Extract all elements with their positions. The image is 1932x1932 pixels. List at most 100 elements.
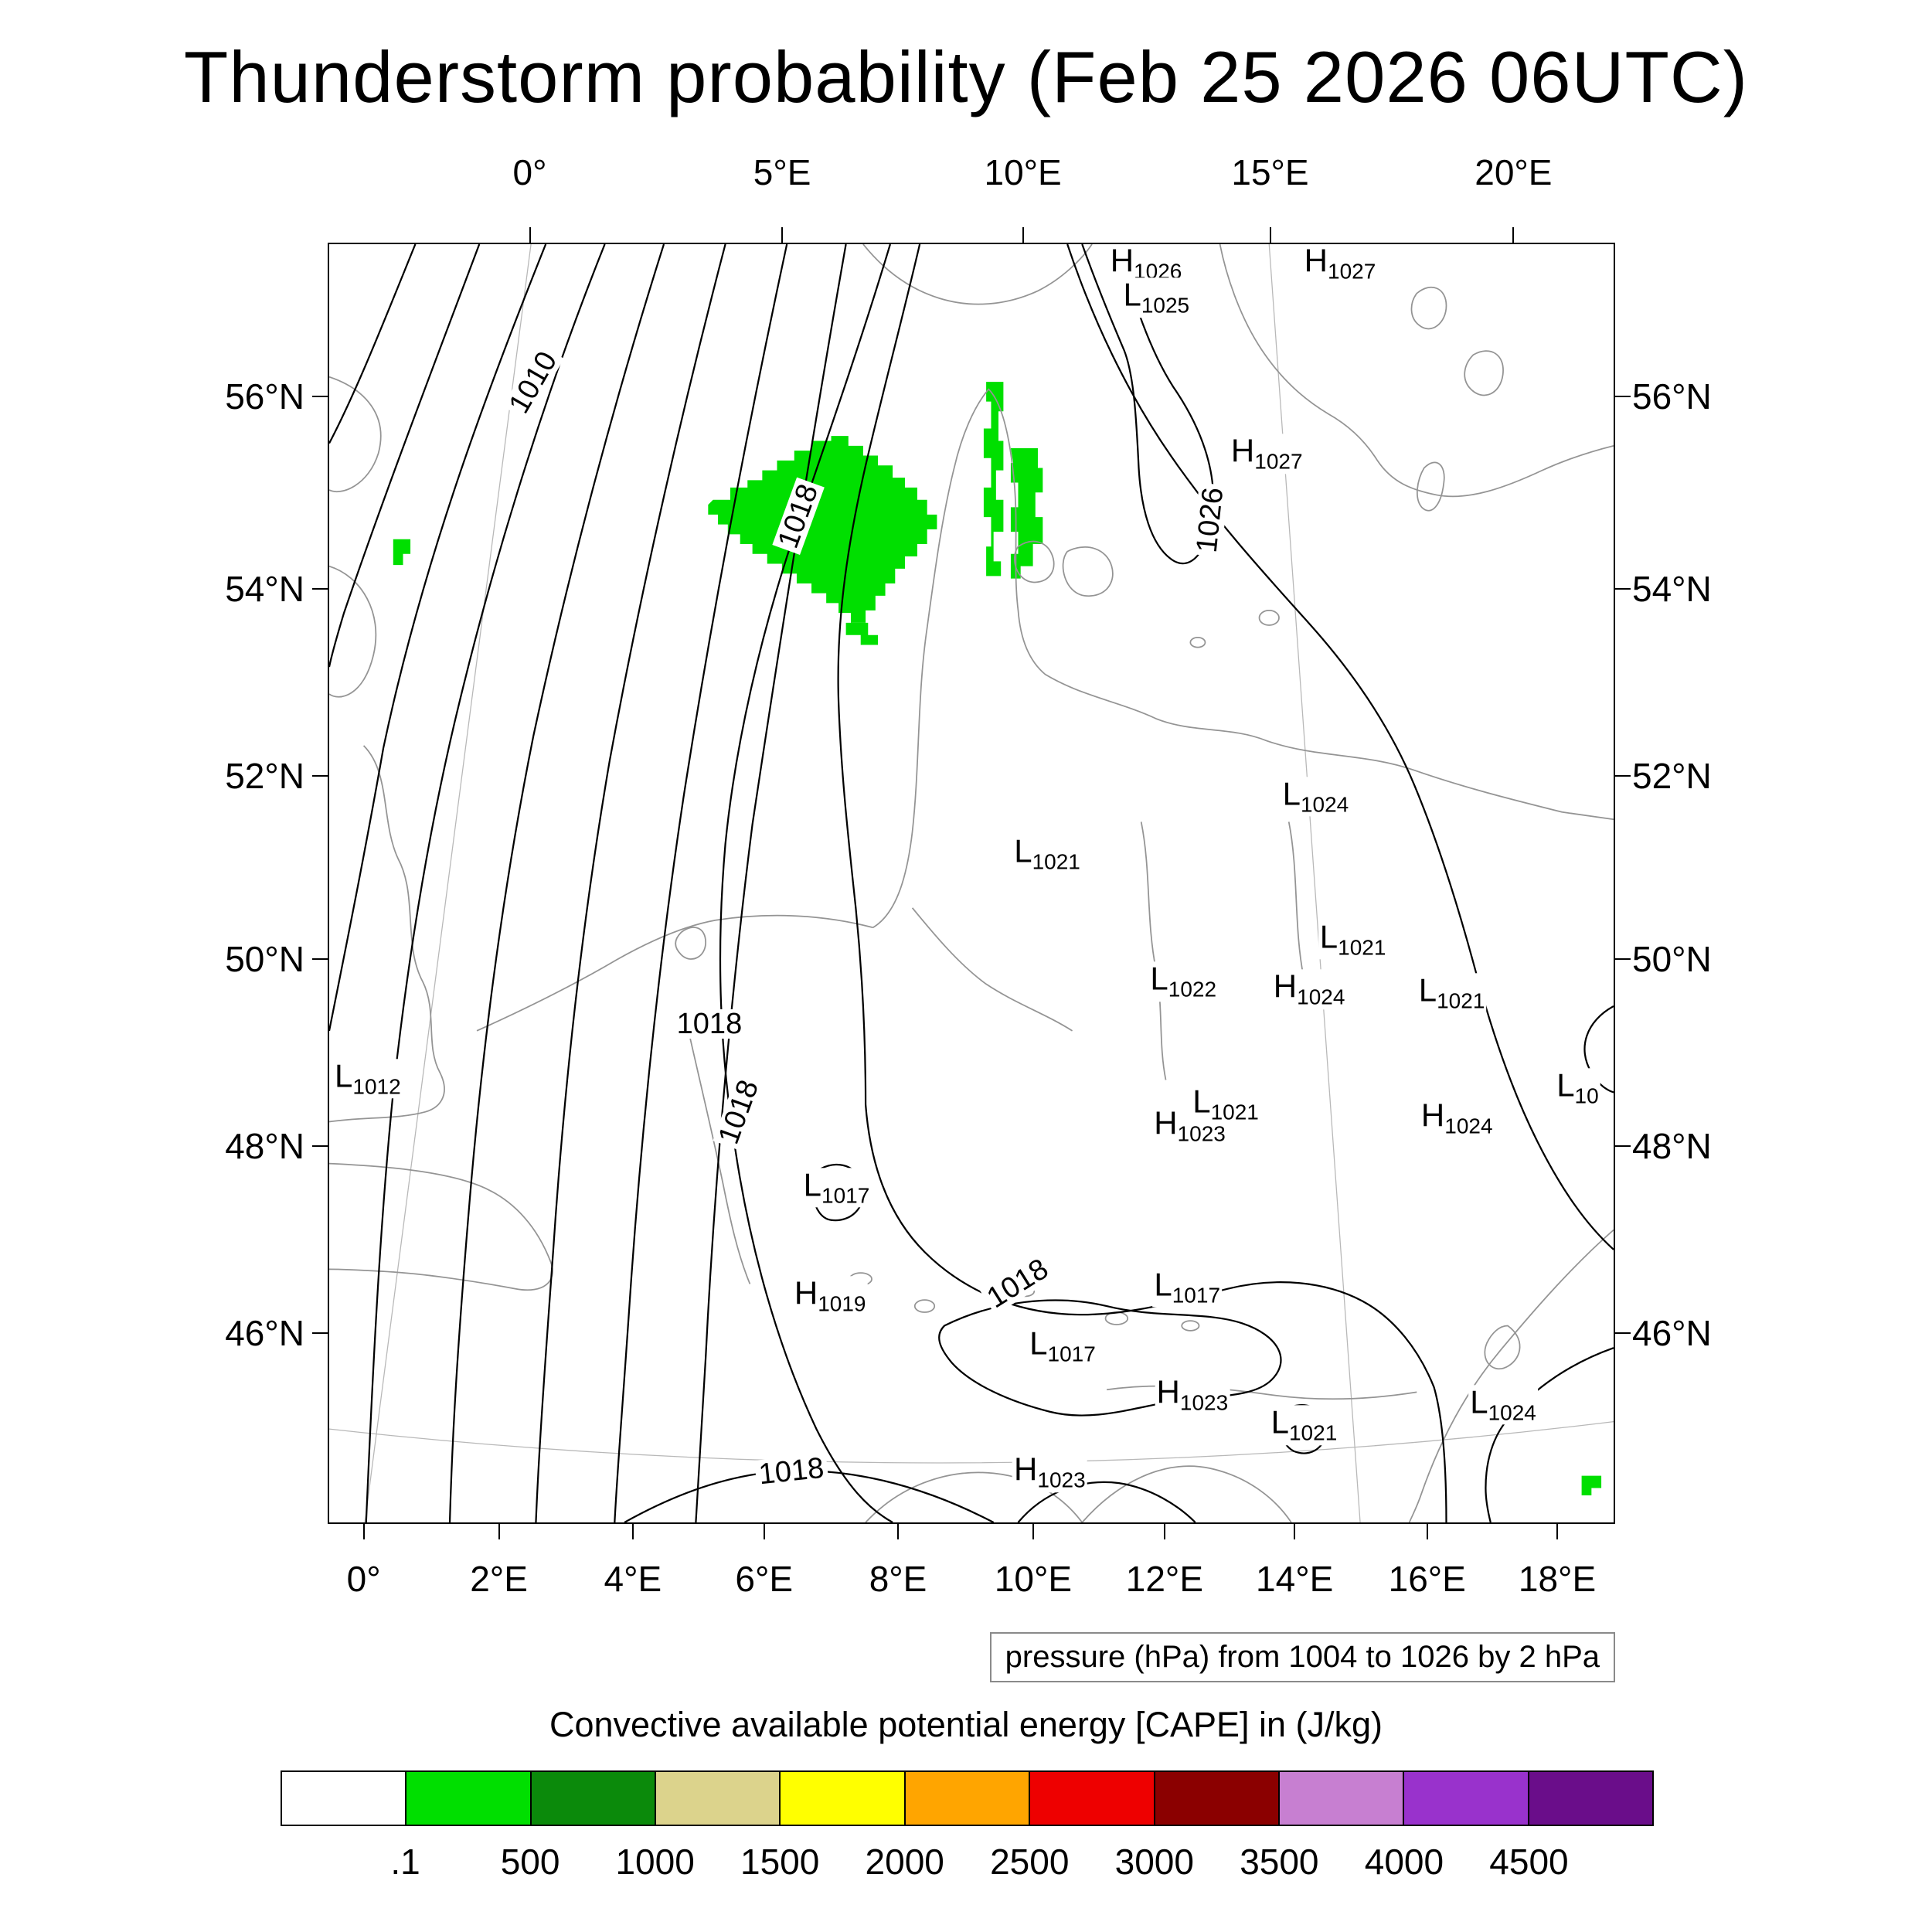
pressure-center-label: L1017: [801, 1165, 872, 1208]
pressure-center-label: L1024: [1281, 774, 1351, 817]
pressure-center-value: 1024: [1300, 792, 1349, 817]
colorbar-segment: [779, 1772, 904, 1825]
axis-label: 0°: [346, 1559, 381, 1599]
pressure-center-label: H1019: [792, 1274, 868, 1316]
axis-tick: [1022, 227, 1024, 243]
axis-tick: [498, 1524, 500, 1539]
pressure-center-value: 1017: [1047, 1342, 1096, 1366]
pressure-center-value: 1012: [352, 1074, 401, 1099]
pressure-center-value: 1023: [1037, 1468, 1086, 1493]
map-panel: H1026 L1025 H1027 H1027 L1024 L1021 L1021 L1022…: [328, 243, 1615, 1524]
pressure-center-label: L1025: [1121, 276, 1192, 318]
cape-colorbar-ticks: .1 500 1000 1500 2000 2500 3000 3500 4000 4500: [281, 1841, 1654, 1887]
colorbar-segment: [655, 1772, 780, 1825]
top-axis-ticks: [328, 227, 1615, 243]
axis-tick: [897, 1524, 900, 1539]
colorbar-tick-label: 500: [500, 1842, 560, 1882]
pressure-center-value: 1021: [1288, 1420, 1338, 1445]
pressure-center-label: L1017: [1028, 1325, 1097, 1366]
map-label-layer: H1026 L1025 H1027 H1027 L1024 L1021 L1021 L1022…: [329, 244, 1614, 1522]
colorbar-tick-label: 1000: [615, 1842, 695, 1882]
page-title: Thunderstorm probability (Feb 25 2026 06…: [183, 36, 1749, 117]
pressure-center-value: 1023: [1177, 1121, 1226, 1146]
left-axis-labels: 56°N 54°N 52°N 50°N 48°N 46°N: [181, 243, 304, 1524]
cape-colorbar: [281, 1770, 1654, 1826]
axis-label: 46°N: [225, 1312, 304, 1353]
pressure-center-value: 1027: [1254, 449, 1303, 474]
pressure-center-value: 1017: [1172, 1283, 1221, 1308]
pressure-center-value: 1024: [1297, 985, 1345, 1009]
axis-label: 6°E: [735, 1559, 794, 1599]
colorbar-segment: [1527, 1772, 1652, 1825]
contour-label: 1026: [1191, 483, 1230, 558]
axis-label: 18°E: [1518, 1559, 1597, 1599]
top-axis-labels: 0° 5°E 10°E 15°E 20°E: [328, 151, 1615, 195]
axis-tick: [312, 395, 328, 397]
colorbar-tick-label: .1: [390, 1842, 420, 1882]
pressure-center-label: H1024: [1419, 1097, 1495, 1139]
pressure-center-label: L1021: [1417, 971, 1487, 1013]
pressure-center-value: 1017: [821, 1183, 870, 1208]
axis-label: 48°N: [225, 1125, 304, 1166]
bottom-axis-labels: 0° 2°E 4°E 6°E 8°E 10°E 12°E 14°E 16°E 18°E: [328, 1558, 1615, 1604]
axis-label: 12°E: [1125, 1559, 1204, 1599]
pressure-center-value: 1022: [1168, 978, 1217, 1002]
right-axis-ticks: [1615, 243, 1631, 1524]
axis-label: 54°N: [1632, 568, 1712, 609]
contour-label: 1018: [754, 1452, 829, 1491]
axis-label: 20°E: [1475, 152, 1553, 192]
axis-label: 52°N: [225, 755, 304, 796]
axis-label: 48°N: [1632, 1125, 1712, 1166]
colorbar-segment: [405, 1772, 530, 1825]
colorbar-segment: [282, 1772, 406, 1825]
axis-tick: [1615, 1332, 1631, 1334]
pressure-caption: pressure (hPa) from 1004 to 1026 by 2 hP…: [989, 1632, 1615, 1682]
pressure-center-label: H1024: [1271, 968, 1347, 1009]
colorbar-tick-label: 3000: [1114, 1842, 1194, 1882]
axis-tick: [1294, 1524, 1296, 1539]
left-axis-ticks: [312, 243, 328, 1524]
pressure-center-label: H1027: [1302, 243, 1378, 284]
axis-label: 2°E: [470, 1559, 528, 1599]
axis-label: 16°E: [1388, 1559, 1466, 1599]
contour-label: 1018: [771, 478, 825, 556]
axis-tick: [1512, 227, 1515, 243]
colorbar-tick-label: 2000: [865, 1842, 944, 1882]
axis-tick: [312, 1145, 328, 1147]
pressure-center-value: 1024: [1488, 1400, 1536, 1425]
axis-label: 4°E: [604, 1559, 662, 1599]
axis-tick: [312, 957, 328, 960]
contour-label: 1018: [673, 1009, 746, 1039]
axis-label: 14°E: [1256, 1559, 1334, 1599]
axis-label: 5°E: [753, 152, 811, 192]
axis-tick: [1615, 1145, 1631, 1147]
colorbar-tick-label: 4000: [1364, 1842, 1444, 1882]
axis-label: 10°E: [994, 1559, 1073, 1599]
axis-label: 52°N: [1632, 755, 1712, 796]
colorbar-segment: [1153, 1772, 1278, 1825]
colorbar-tick-label: 2500: [990, 1842, 1070, 1882]
axis-tick: [1615, 587, 1631, 590]
axis-tick: [1556, 1524, 1559, 1539]
axis-tick: [1163, 1524, 1165, 1539]
axis-label: 8°E: [869, 1559, 927, 1599]
colorbar-segment: [529, 1772, 655, 1825]
pressure-center-value: 1021: [1032, 849, 1080, 874]
axis-tick: [1615, 957, 1631, 960]
axis-label: 10°E: [984, 152, 1062, 192]
pressure-center-label: L1021: [1318, 918, 1388, 960]
pressure-center-label: H1023: [1012, 1451, 1087, 1493]
bottom-axis-ticks: [328, 1524, 1615, 1539]
axis-tick: [1426, 1524, 1428, 1539]
pressure-center-value: 1025: [1141, 294, 1190, 318]
pressure-center-value: 1019: [818, 1291, 866, 1316]
pressure-center-label: L1021: [1269, 1403, 1339, 1445]
colorbar-tick-label: 3500: [1240, 1842, 1319, 1882]
pressure-center-value: 1027: [1328, 259, 1376, 284]
axis-tick: [312, 1332, 328, 1334]
axis-tick: [312, 774, 328, 777]
pressure-center-label: H1027: [1229, 432, 1304, 474]
pressure-center-label: L1024: [1468, 1383, 1538, 1425]
axis-label: 46°N: [1632, 1312, 1712, 1353]
